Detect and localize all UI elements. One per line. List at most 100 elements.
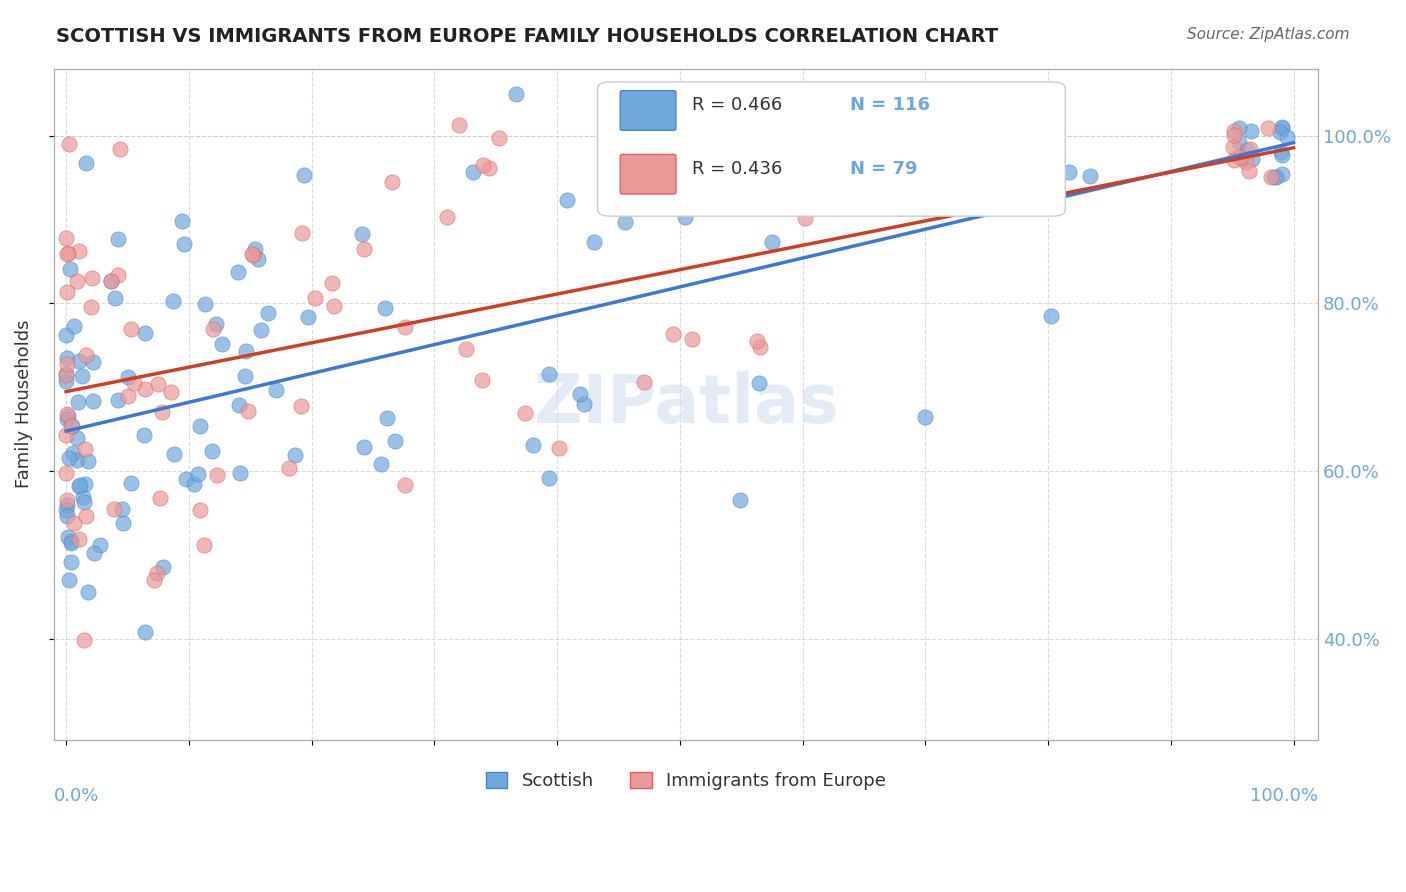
Point	[65, 273, 87, 287]
Text: N = 79: N = 79	[851, 161, 918, 178]
Point	[205, 317, 228, 331]
Point	[120, 475, 142, 490]
Point	[353, 440, 375, 454]
Point	[1271, 121, 1294, 136]
Point	[173, 237, 195, 252]
Point	[555, 194, 578, 208]
Point	[59, 555, 82, 569]
Point	[990, 137, 1012, 152]
Point	[572, 397, 595, 411]
Point	[1236, 143, 1258, 157]
Point	[381, 175, 404, 189]
Point	[236, 404, 259, 418]
Point	[80, 301, 103, 315]
Point	[370, 457, 392, 471]
Point	[55, 498, 77, 512]
Point	[1260, 169, 1282, 184]
Point	[193, 538, 215, 552]
Point	[1271, 120, 1294, 135]
Point	[108, 142, 131, 156]
Point	[142, 573, 165, 587]
Point	[75, 442, 97, 456]
Point	[80, 271, 103, 285]
Point	[73, 632, 96, 647]
Point	[1040, 309, 1063, 323]
Point	[160, 385, 183, 400]
FancyBboxPatch shape	[620, 91, 676, 130]
Point	[488, 131, 510, 145]
Point	[100, 274, 122, 288]
Point	[436, 210, 458, 224]
Point	[256, 306, 278, 320]
Point	[194, 297, 217, 311]
Point	[1229, 150, 1251, 164]
Point	[394, 478, 416, 492]
Point	[321, 276, 343, 290]
Point	[72, 491, 94, 505]
Point	[291, 226, 314, 240]
Point	[1268, 125, 1291, 139]
Point	[89, 538, 111, 552]
Point	[250, 323, 273, 337]
Point	[1230, 151, 1253, 165]
Point	[394, 319, 416, 334]
Point	[55, 231, 77, 245]
Point	[66, 431, 89, 445]
Point	[183, 476, 205, 491]
Point	[205, 467, 228, 482]
Point	[67, 532, 90, 546]
Point	[152, 560, 174, 574]
Point	[914, 409, 936, 424]
Point	[170, 213, 193, 227]
Point	[63, 319, 86, 334]
Point	[1227, 136, 1250, 150]
Point	[60, 536, 83, 550]
Point	[134, 624, 156, 639]
Point	[322, 299, 344, 313]
Point	[240, 247, 263, 261]
Point	[1223, 128, 1246, 142]
Point	[352, 227, 374, 241]
Point	[132, 427, 155, 442]
Point	[472, 158, 495, 172]
Point	[522, 438, 544, 452]
Point	[134, 382, 156, 396]
Point	[671, 138, 693, 153]
Point	[384, 434, 406, 448]
Point	[730, 492, 752, 507]
Text: 100.0%: 100.0%	[1250, 787, 1319, 805]
Point	[55, 502, 77, 516]
Point	[75, 509, 97, 524]
Point	[55, 368, 77, 382]
Point	[82, 393, 104, 408]
Point	[1223, 153, 1246, 167]
Text: SCOTTISH VS IMMIGRANTS FROM EUROPE FAMILY HOUSEHOLDS CORRELATION CHART: SCOTTISH VS IMMIGRANTS FROM EUROPE FAMIL…	[56, 27, 998, 45]
Point	[228, 398, 250, 412]
Point	[56, 508, 79, 523]
Point	[162, 447, 184, 461]
Point	[76, 454, 98, 468]
Point	[1257, 121, 1279, 136]
Point	[58, 409, 80, 423]
Point	[852, 120, 875, 135]
Point	[67, 353, 90, 368]
Point	[69, 477, 91, 491]
Point	[247, 252, 270, 266]
Point	[55, 357, 77, 371]
Point	[56, 412, 79, 426]
Point	[111, 502, 134, 516]
Point	[538, 471, 561, 485]
Point	[749, 339, 772, 353]
Point	[582, 235, 605, 249]
Point	[67, 478, 90, 492]
Legend: Scottish, Immigrants from Europe: Scottish, Immigrants from Europe	[478, 765, 893, 797]
Point	[55, 466, 77, 480]
Point	[761, 235, 783, 249]
Point	[614, 215, 637, 229]
Point	[1227, 121, 1250, 136]
Point	[681, 332, 703, 346]
Point	[83, 546, 105, 560]
Point	[75, 349, 97, 363]
Point	[63, 516, 86, 531]
Point	[1222, 139, 1244, 153]
